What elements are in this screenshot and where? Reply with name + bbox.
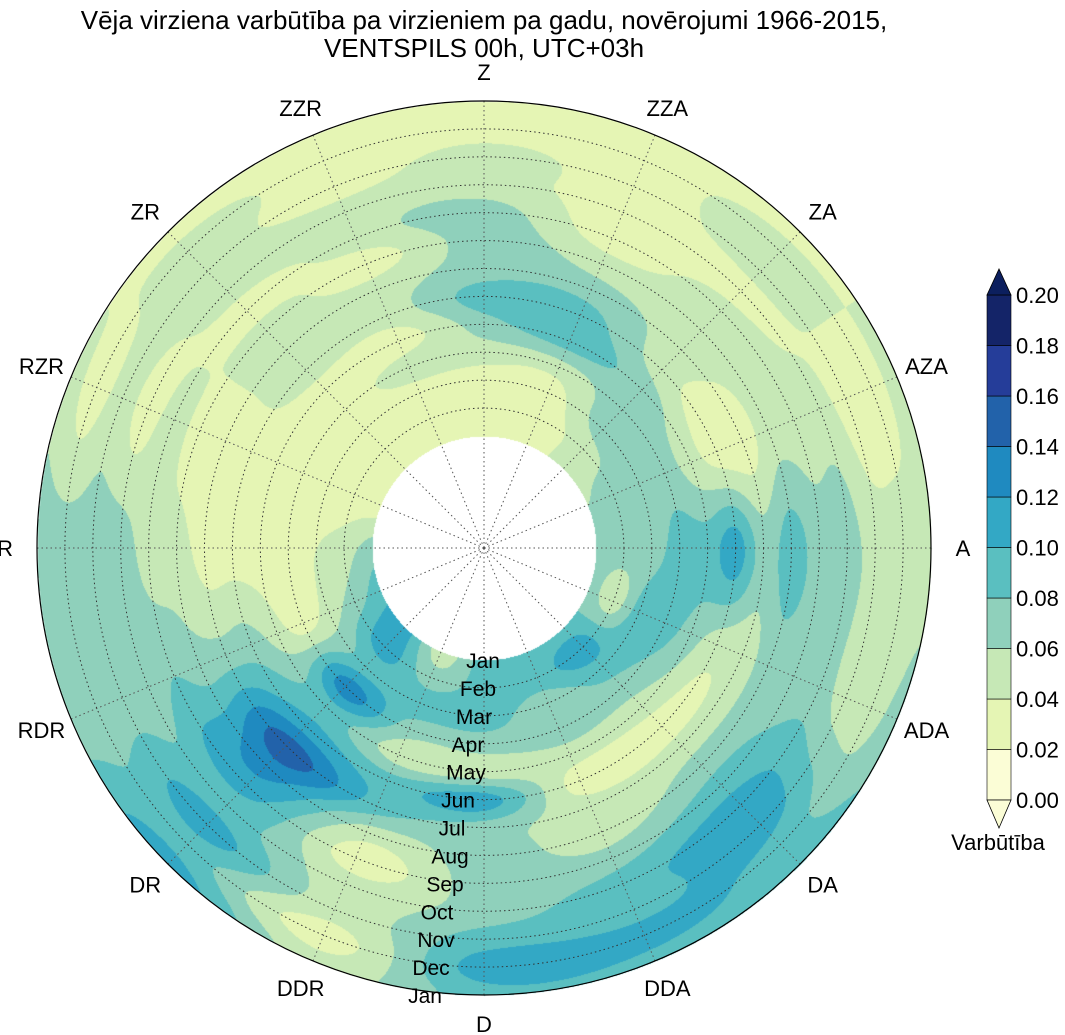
month-label: Dec — [412, 957, 449, 980]
colorbar-band — [986, 648, 1012, 700]
direction-label: ZR — [131, 199, 160, 224]
colorbar: 0.00 0.02 0.04 0.06 0.08 0.10 0.12 0.14 0.16 0.18… — [986, 268, 1059, 830]
direction-spoke — [483, 134, 656, 549]
chart-title-line1: Vēja virziena varbūtība pa virzieniem pa… — [80, 5, 888, 35]
colorbar-tick-label: 0.16 — [1016, 384, 1059, 409]
direction-spoke — [70, 547, 485, 720]
colorbar-band — [986, 395, 1012, 447]
month-ring — [287, 351, 681, 745]
direction-label: DDA — [644, 976, 691, 1001]
colorbar-tick-label: 0.06 — [1016, 637, 1059, 662]
direction-label: RZR — [19, 354, 64, 379]
month-label: May — [446, 762, 486, 785]
direction-label: R — [0, 536, 13, 561]
direction-spoke — [312, 547, 485, 962]
outer-circle — [36, 100, 932, 996]
month-label: Apr — [452, 734, 485, 757]
direction-labels: Z ZZA ZA AZA A ADA DA DDA D DDR DR RDR R RZR ZR ZZR — [0, 60, 971, 1035]
colorbar-band — [986, 597, 1012, 649]
colorbar-band — [986, 294, 1012, 346]
direction-label: ZA — [809, 199, 837, 224]
month-labels: Jan Feb Mar Apr May Jun Jul Aug Sep Oct Nov Dec Jan — [408, 650, 500, 1008]
colorbar-band — [986, 496, 1012, 548]
colorbar-over-triangle — [986, 268, 1012, 296]
month-ring — [92, 156, 876, 940]
direction-label: Z — [477, 60, 490, 85]
direction-spoke — [483, 231, 801, 549]
direction-spoke — [167, 231, 485, 549]
direction-label: DDR — [277, 976, 325, 1001]
month-ring — [231, 295, 737, 801]
direction-label: A — [956, 536, 971, 561]
colorbar-tick-label: 0.04 — [1016, 687, 1059, 712]
direction-label: DR — [129, 873, 161, 898]
direction-spoke — [312, 134, 485, 549]
colorbar-band — [986, 345, 1012, 397]
month-label: Jan — [408, 985, 442, 1008]
colorbar-tick-label: 0.00 — [1016, 788, 1059, 813]
colorbar-tick-label: 0.12 — [1016, 485, 1059, 510]
direction-label: DA — [807, 873, 838, 898]
month-label: Feb — [460, 678, 496, 701]
direction-label: RDR — [18, 718, 66, 743]
colorbar-under-triangle — [986, 799, 1012, 830]
month-label: Oct — [421, 901, 454, 924]
month-ring — [315, 379, 653, 717]
direction-label: D — [476, 1012, 492, 1035]
direction-spoke — [483, 376, 898, 549]
colorbar-tick-label: 0.02 — [1016, 738, 1059, 763]
direction-spoke — [167, 547, 485, 865]
month-ring — [204, 268, 764, 828]
month-ring — [176, 240, 792, 856]
colorbar-band — [986, 446, 1012, 498]
month-label: Mar — [456, 706, 492, 729]
month-label: Jun — [441, 790, 475, 813]
month-ring — [148, 212, 820, 884]
month-label: Sep — [426, 873, 463, 896]
direction-label: ZZA — [647, 96, 689, 121]
colorbar-band — [986, 698, 1012, 750]
colorbar-tick-label: 0.20 — [1016, 283, 1059, 308]
direction-spoke — [483, 547, 656, 962]
polar-grid — [36, 100, 932, 996]
direction-label: ADA — [904, 718, 950, 743]
month-ring — [120, 184, 848, 912]
colorbar-tick-label: 0.14 — [1016, 435, 1059, 460]
colorbar-band — [986, 749, 1012, 801]
direction-spoke — [483, 547, 898, 720]
month-label: Nov — [417, 929, 455, 952]
colorbar-label: Varbūtība — [951, 830, 1046, 855]
month-ring — [343, 407, 625, 689]
direction-spoke — [70, 376, 485, 549]
direction-label: ZZR — [279, 96, 322, 121]
direction-spoke — [483, 547, 801, 865]
month-label: Aug — [431, 845, 468, 868]
month-label: Jan — [466, 650, 500, 673]
colorbar-tick-label: 0.18 — [1016, 334, 1059, 359]
colorbar-tick-label: 0.10 — [1016, 536, 1059, 561]
colorbar-band — [986, 547, 1012, 599]
colorbar-tick-label: 0.08 — [1016, 586, 1059, 611]
chart-title-line2: VENTSPILS 00h, UTC+03h — [323, 33, 645, 63]
direction-label: AZA — [905, 354, 948, 379]
month-label: Jul — [439, 818, 466, 841]
month-ring — [259, 323, 709, 773]
month-ring — [64, 128, 904, 968]
